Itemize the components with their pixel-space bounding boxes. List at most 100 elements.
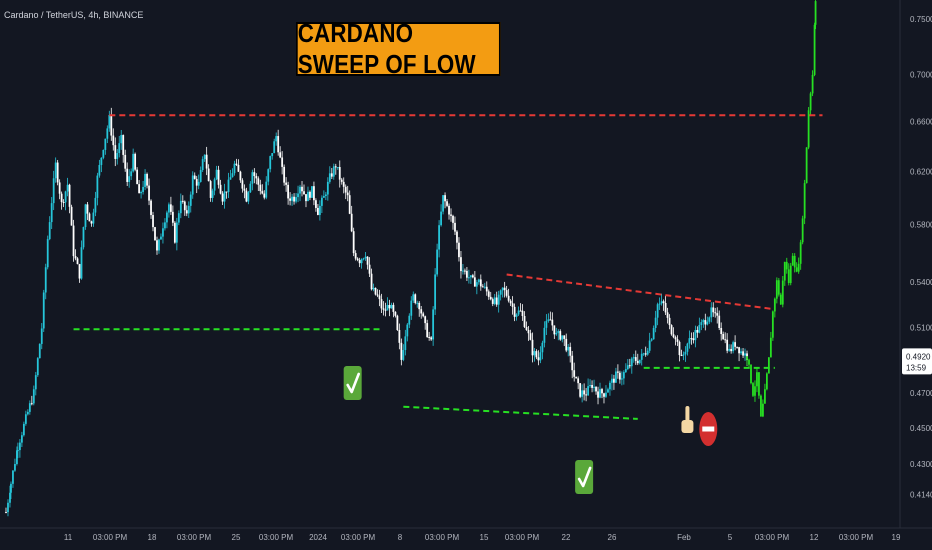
candle-body bbox=[213, 179, 216, 191]
candle-body bbox=[227, 179, 230, 192]
candle-body bbox=[201, 159, 204, 171]
candle-body bbox=[736, 346, 738, 348]
candle-body bbox=[52, 178, 55, 204]
candle-body bbox=[307, 191, 309, 202]
candle-body bbox=[203, 154, 206, 160]
candle-body bbox=[487, 291, 490, 297]
candle-body bbox=[187, 205, 190, 214]
candle-body bbox=[640, 353, 643, 360]
candle-body bbox=[205, 154, 208, 169]
candle-body bbox=[658, 303, 661, 305]
candle-body bbox=[114, 145, 117, 159]
candle-body bbox=[622, 372, 625, 379]
candle-body bbox=[376, 294, 379, 296]
candle-body bbox=[686, 343, 689, 352]
candle-body bbox=[674, 337, 677, 340]
candle-body bbox=[315, 200, 317, 208]
candle-body bbox=[662, 301, 665, 303]
candle-body bbox=[32, 389, 35, 404]
candle-body bbox=[154, 227, 156, 241]
candle-body bbox=[406, 324, 409, 337]
candle-body bbox=[384, 309, 387, 311]
checkmark-icon-tick bbox=[346, 372, 360, 394]
candle-body bbox=[547, 319, 550, 321]
candle-body bbox=[664, 302, 667, 313]
candle-body bbox=[177, 213, 180, 223]
candle-body bbox=[96, 175, 99, 198]
candle-body bbox=[40, 328, 43, 344]
pointing-hand-icon bbox=[681, 406, 694, 433]
candle-body bbox=[148, 185, 150, 201]
candle-body bbox=[611, 378, 613, 383]
candle-body bbox=[368, 264, 371, 274]
candle-body bbox=[231, 173, 234, 178]
candle-body bbox=[281, 157, 284, 167]
candle-body bbox=[475, 282, 478, 287]
pointing-hand-finger bbox=[685, 406, 690, 422]
candle-body bbox=[144, 173, 146, 187]
candle-body bbox=[267, 169, 270, 182]
checkmark-icon-bg bbox=[575, 460, 594, 494]
chart-title-banner: CARDANO SWEEP OF LOW bbox=[296, 18, 501, 79]
candle-body bbox=[322, 196, 325, 198]
candle-body bbox=[116, 153, 119, 159]
candle-body bbox=[88, 213, 91, 222]
time-tick-label: 03:00 PM bbox=[341, 533, 376, 542]
candle-body bbox=[462, 270, 464, 272]
candle-body bbox=[138, 184, 141, 194]
candle-body bbox=[301, 186, 303, 192]
candle-body bbox=[26, 411, 29, 415]
candle-body bbox=[388, 304, 391, 309]
time-tick-label: 03:00 PM bbox=[259, 533, 294, 542]
candle-body bbox=[730, 348, 733, 352]
candle-body bbox=[688, 338, 691, 344]
candle-body bbox=[253, 172, 256, 177]
candle-body bbox=[408, 315, 411, 325]
candle-body bbox=[535, 351, 538, 358]
candle-body bbox=[305, 194, 307, 202]
checkmark-icon bbox=[575, 460, 594, 494]
candle-body bbox=[86, 204, 89, 214]
candle-body bbox=[372, 287, 375, 290]
candle-body bbox=[593, 386, 595, 388]
candle-body bbox=[68, 184, 71, 207]
candle-body bbox=[692, 338, 695, 341]
candle-body bbox=[217, 169, 220, 185]
projection-body bbox=[789, 265, 792, 284]
candle-body bbox=[291, 196, 293, 201]
candle-body bbox=[386, 304, 389, 311]
candle-body bbox=[624, 369, 627, 373]
candle-body bbox=[54, 162, 57, 179]
candle-body bbox=[589, 384, 591, 387]
candle-body bbox=[30, 403, 33, 405]
candle-body bbox=[158, 239, 160, 251]
candle-body bbox=[412, 294, 415, 301]
projection-body bbox=[795, 267, 798, 272]
candle-body bbox=[684, 351, 687, 355]
candle-body bbox=[400, 342, 403, 360]
candle-body bbox=[603, 393, 605, 397]
candle-body bbox=[630, 358, 633, 367]
candle-body bbox=[271, 153, 274, 157]
candle-body bbox=[20, 435, 23, 443]
candle-body bbox=[601, 389, 603, 394]
candle-body bbox=[734, 342, 737, 347]
candle-body bbox=[318, 205, 321, 215]
candle-body bbox=[374, 287, 377, 295]
checkmark-icon-bg bbox=[343, 366, 362, 400]
price-countdown: 13:59 bbox=[906, 363, 927, 372]
time-tick-label: 22 bbox=[562, 533, 571, 542]
candle-body bbox=[259, 184, 262, 192]
candle-body bbox=[569, 346, 572, 356]
candle-body bbox=[181, 200, 184, 202]
candle-body bbox=[313, 186, 315, 201]
candle-body bbox=[66, 184, 69, 192]
support-line-3 bbox=[403, 405, 638, 420]
projection-body bbox=[752, 383, 754, 396]
